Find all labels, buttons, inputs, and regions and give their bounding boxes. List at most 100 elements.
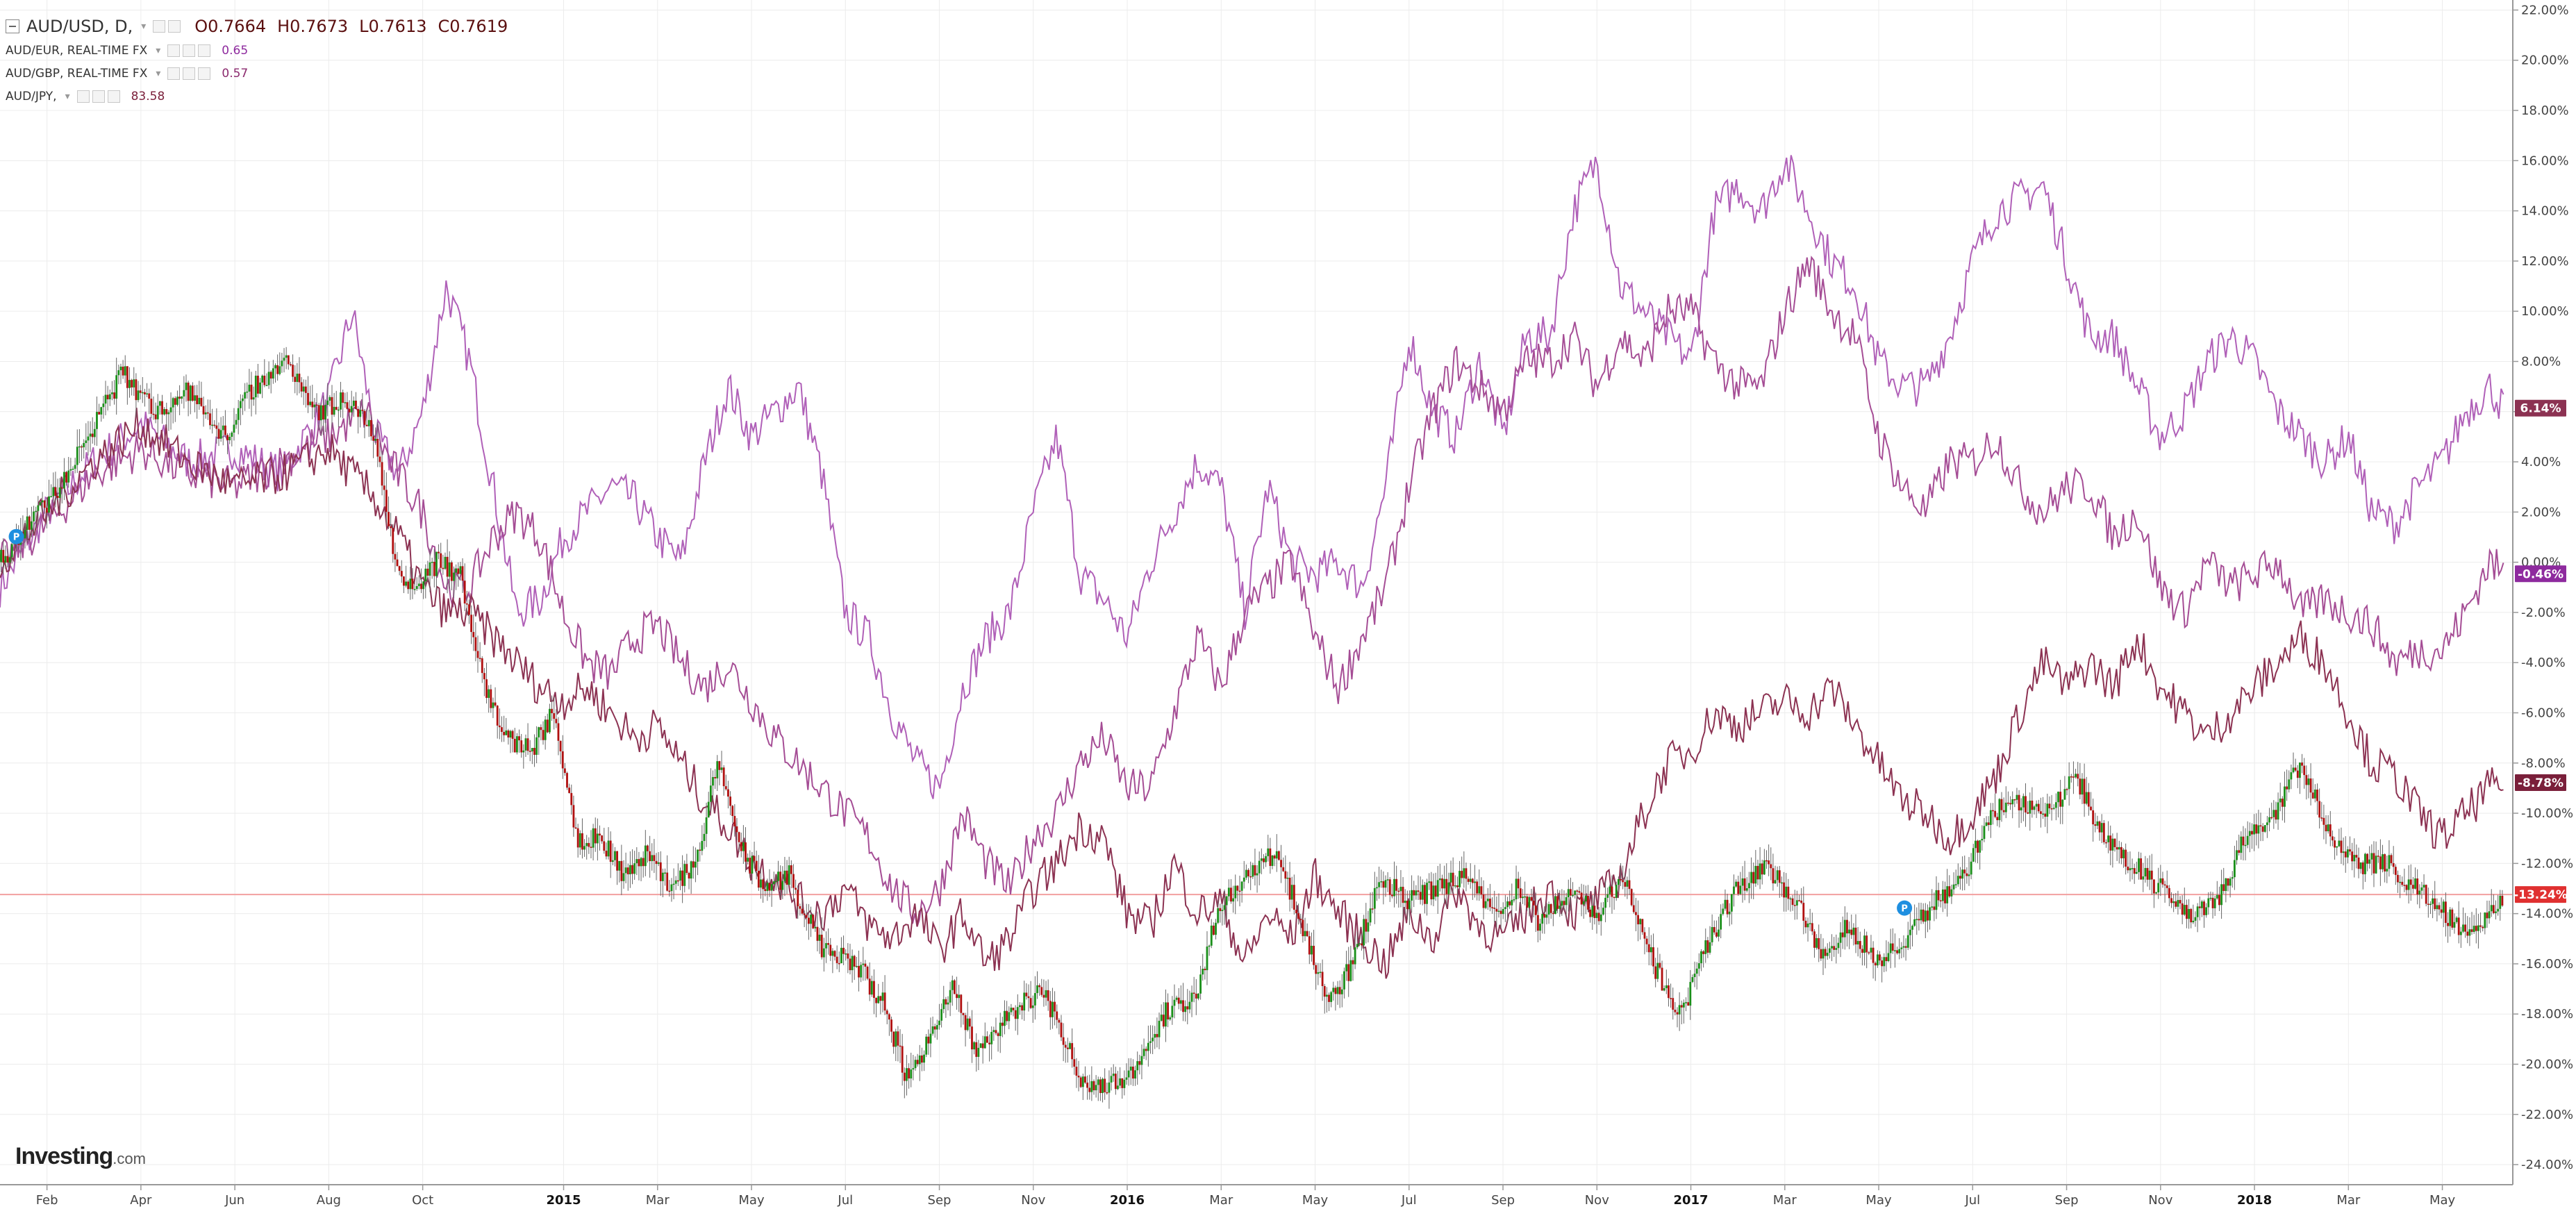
candle-body	[1058, 1019, 1061, 1023]
candle-body	[642, 858, 645, 867]
candle-body	[191, 385, 194, 401]
candle-body	[1813, 931, 1815, 948]
settings-icon[interactable]	[183, 67, 196, 80]
candle-body	[1288, 877, 1291, 900]
candle-body	[855, 965, 858, 967]
candle-body	[2459, 931, 2462, 935]
visibility-icon[interactable]	[167, 44, 181, 57]
y-tick-label: 14.00%	[2521, 204, 2569, 219]
candle-body	[890, 1019, 892, 1032]
candle-body	[2311, 792, 2314, 799]
candle-body	[1271, 855, 1274, 866]
candle-body	[676, 880, 679, 882]
candle-body	[1123, 1079, 1126, 1088]
candle-body	[1349, 960, 1352, 981]
candle-body	[2394, 867, 2397, 875]
candle-body	[1390, 894, 1393, 897]
candle-body	[2466, 931, 2469, 936]
candle-body	[1806, 923, 1809, 928]
candle-body	[1996, 817, 1999, 821]
candle-body	[1768, 860, 1770, 865]
candle-body	[840, 947, 842, 964]
candle-body	[1647, 944, 1650, 953]
candle-body	[1132, 1066, 1134, 1079]
candle-body	[1215, 922, 1217, 935]
candle-body	[1811, 923, 1813, 932]
settings-icon[interactable]	[168, 20, 181, 33]
candle-body	[1850, 929, 1853, 935]
candle-body	[183, 390, 185, 397]
chevron-down-icon[interactable]: ▾	[156, 44, 161, 56]
candle-body	[1367, 922, 1370, 932]
y-tick-label: -16.00%	[2521, 957, 2573, 972]
comparison-symbol[interactable]: AUD/JPY,	[6, 89, 57, 103]
candle-body	[1770, 864, 1772, 869]
candle-body	[1267, 848, 1270, 856]
candle-body	[1129, 1066, 1132, 1071]
chevron-down-icon[interactable]: ▾	[65, 90, 70, 102]
settings-icon[interactable]	[183, 44, 196, 57]
candle-body	[231, 432, 233, 437]
candle-body	[485, 679, 488, 698]
settings-icon[interactable]	[92, 90, 105, 103]
close-icon[interactable]	[198, 44, 211, 57]
candle-body	[1469, 878, 1472, 882]
collapse-legend-icon[interactable]	[6, 19, 19, 33]
candle-body	[1340, 989, 1343, 994]
candle-body	[498, 725, 501, 728]
time-axis[interactable]: Feb Apr Jun Aug Oct 2015 Mar May Jul Sep Nov 2016 Ma…	[36, 1185, 2456, 1208]
candle-body	[1682, 1002, 1685, 1008]
candle-body	[879, 996, 882, 1001]
candle-body	[1661, 967, 1663, 991]
candle-body	[392, 528, 394, 554]
candle-body	[1452, 872, 1454, 887]
candle-body	[141, 392, 144, 394]
candle-body	[154, 414, 157, 419]
candle-body	[1972, 848, 1975, 862]
candle-body	[1748, 883, 1750, 889]
candle-body	[1685, 1002, 1687, 1003]
candle-body	[1998, 799, 2001, 821]
candle-body	[2292, 767, 2295, 773]
candle-body	[2490, 905, 2493, 912]
candle-body	[2284, 786, 2286, 807]
comparison-symbol[interactable]: AUD/EUR, REAL-TIME FX	[6, 43, 148, 58]
candle-body	[1413, 890, 1415, 896]
close-icon[interactable]	[198, 67, 211, 80]
candle-body	[945, 999, 947, 1005]
candle-body	[1306, 931, 1308, 937]
candle-body	[1944, 889, 1946, 903]
candle-body	[1979, 840, 1981, 853]
visibility-icon[interactable]	[167, 67, 181, 80]
x-tick-label: May	[2429, 1193, 2456, 1208]
chevron-down-icon[interactable]: ▾	[156, 67, 161, 79]
close-icon[interactable]	[107, 90, 120, 103]
candle-body	[1077, 1076, 1080, 1078]
candle-body	[1672, 998, 1675, 1010]
candle-body	[102, 403, 105, 408]
candle-body	[1809, 923, 1811, 924]
candle-body	[1599, 914, 1602, 922]
candle-body	[1609, 886, 1611, 894]
candle-body	[1561, 901, 1563, 906]
price-axis[interactable]: 22.00% 20.00% 18.00% 16.00% 14.00% 12.00% 10.0…	[2513, 3, 2573, 1172]
comparison-symbol[interactable]: AUD/GBP, REAL-TIME FX	[6, 66, 148, 81]
candle-body	[570, 792, 573, 806]
candle-body	[337, 409, 340, 411]
candle-body	[790, 865, 792, 874]
candle-body	[309, 401, 312, 406]
candle-body	[400, 571, 403, 577]
visibility-icon[interactable]	[153, 20, 166, 33]
candle-body	[1711, 927, 1713, 942]
candle-body	[1547, 903, 1550, 915]
candle-body	[470, 615, 472, 633]
candle-body	[942, 999, 945, 1010]
chevron-down-icon[interactable]: ▾	[141, 21, 147, 32]
candle-body	[1202, 969, 1204, 975]
candle-body	[1916, 919, 1918, 920]
candle-body	[864, 963, 867, 967]
main-symbol[interactable]: AUD/USD, D,	[26, 17, 133, 36]
event-markers[interactable]: PP	[8, 528, 1913, 916]
visibility-icon[interactable]	[76, 90, 90, 103]
